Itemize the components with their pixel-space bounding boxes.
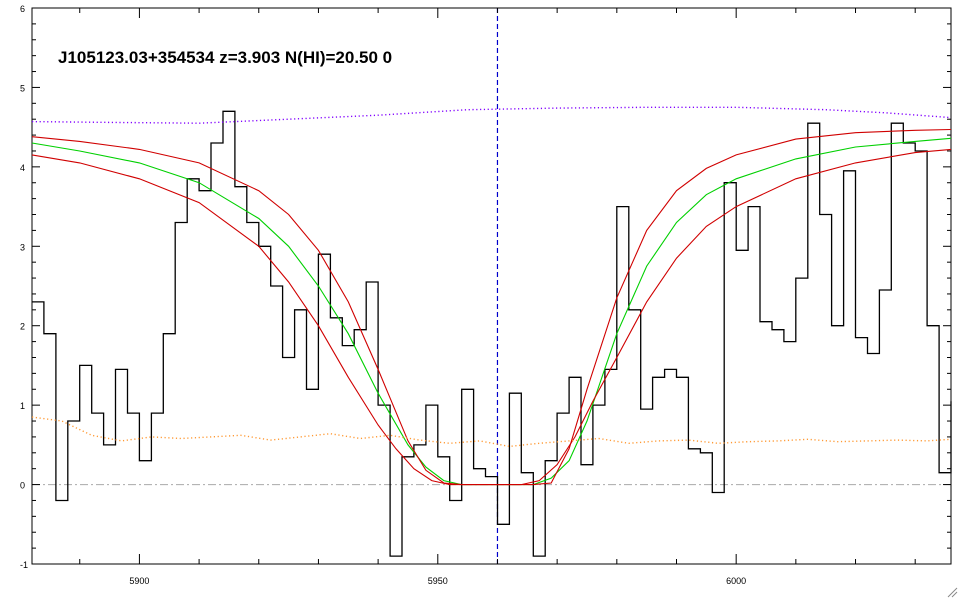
series-line-4 [31,106,952,124]
y-tick-label: 3 [20,242,25,252]
series-line-0 [32,110,952,557]
series-line-5 [31,416,952,448]
y-tick-label: -1 [20,560,28,570]
y-tick-label: 0 [20,481,25,491]
axis-ticks [32,7,951,565]
plot-area [31,7,952,565]
y-tick-label: 4 [20,163,25,173]
plot-title: J105123.03+354534 z=3.903 N(HI)=20.50 0 [58,48,392,67]
y-tick-label: 1 [20,401,25,411]
resize-grip-icon[interactable] [946,586,958,598]
series-line-3 [31,148,952,486]
y-tick-label: 5 [20,83,25,93]
y-tick-label: 2 [20,322,25,332]
y-tick-label: 6 [20,4,25,14]
x-tick-label: 5950 [428,576,448,586]
series-line-2 [31,128,952,486]
plot-frame [31,7,952,565]
series-line-1 [31,137,952,486]
x-tick-label: 6000 [726,576,746,586]
x-tick-label: 5900 [129,576,149,586]
series-layer [31,106,952,557]
tick-labels: -1 0 1 2 3 4 5 6 5900 5950 6000 [20,4,746,586]
